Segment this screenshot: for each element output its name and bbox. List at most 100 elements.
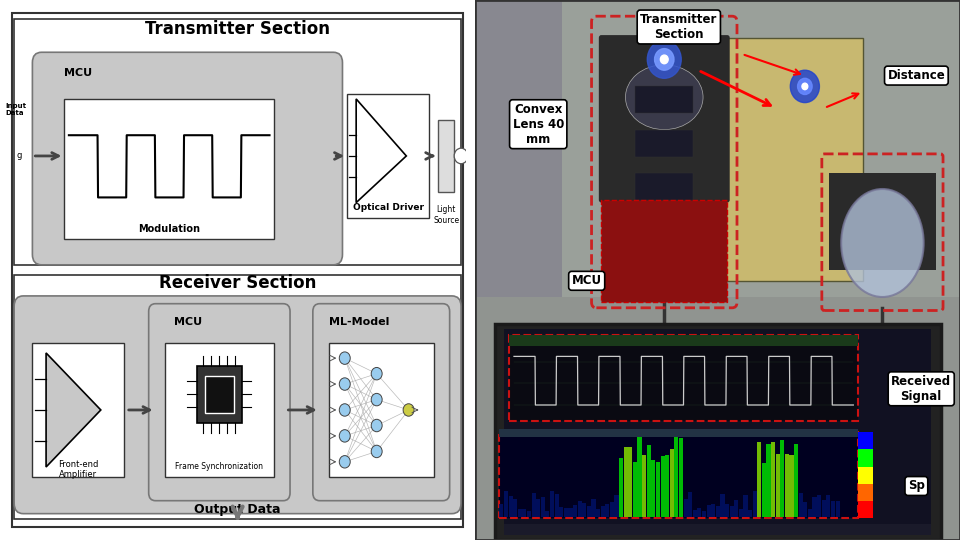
- Bar: [527, 511, 531, 517]
- Bar: [707, 505, 710, 517]
- Circle shape: [660, 55, 668, 64]
- FancyBboxPatch shape: [499, 429, 858, 437]
- FancyBboxPatch shape: [599, 35, 730, 202]
- Circle shape: [339, 404, 350, 416]
- Bar: [550, 491, 554, 517]
- Bar: [794, 444, 798, 517]
- Text: Optical Driver: Optical Driver: [352, 203, 423, 212]
- Bar: [651, 460, 656, 517]
- FancyBboxPatch shape: [504, 329, 931, 535]
- Bar: [532, 493, 536, 517]
- Bar: [688, 492, 692, 517]
- Ellipse shape: [841, 189, 924, 297]
- Bar: [633, 462, 637, 517]
- Text: Input
Data: Input Data: [5, 103, 26, 116]
- Circle shape: [403, 404, 414, 416]
- Bar: [605, 504, 610, 517]
- FancyBboxPatch shape: [14, 275, 461, 519]
- Bar: [753, 491, 756, 517]
- Bar: [757, 442, 761, 517]
- Bar: [748, 510, 752, 517]
- Text: Front-end
Amplifier: Front-end Amplifier: [58, 460, 98, 480]
- Bar: [711, 503, 715, 517]
- Bar: [739, 509, 743, 517]
- Bar: [725, 504, 729, 517]
- FancyBboxPatch shape: [64, 99, 275, 239]
- Bar: [555, 494, 559, 517]
- FancyBboxPatch shape: [14, 18, 461, 265]
- FancyBboxPatch shape: [475, 297, 960, 540]
- Bar: [573, 505, 577, 517]
- Bar: [780, 440, 784, 517]
- Text: MCU: MCU: [174, 317, 202, 327]
- Bar: [499, 504, 503, 517]
- Bar: [559, 508, 564, 517]
- FancyBboxPatch shape: [829, 173, 936, 270]
- Bar: [789, 455, 794, 517]
- Bar: [514, 499, 517, 517]
- Bar: [693, 510, 697, 517]
- Bar: [697, 508, 702, 517]
- Circle shape: [454, 148, 468, 164]
- Bar: [656, 462, 660, 517]
- Bar: [647, 445, 651, 517]
- Bar: [642, 455, 646, 517]
- Bar: [619, 458, 623, 517]
- FancyBboxPatch shape: [149, 303, 290, 501]
- FancyBboxPatch shape: [33, 52, 343, 265]
- Ellipse shape: [626, 65, 703, 130]
- Circle shape: [372, 367, 382, 380]
- Ellipse shape: [470, 133, 489, 179]
- Bar: [827, 495, 830, 517]
- Bar: [702, 511, 707, 517]
- Text: Distance: Distance: [887, 69, 946, 82]
- FancyBboxPatch shape: [858, 467, 873, 484]
- Text: Received
Signal: Received Signal: [891, 375, 951, 403]
- Circle shape: [372, 445, 382, 458]
- FancyBboxPatch shape: [165, 342, 275, 477]
- Bar: [578, 501, 582, 517]
- Bar: [799, 493, 803, 517]
- Circle shape: [372, 393, 382, 406]
- Bar: [743, 495, 748, 517]
- Bar: [522, 509, 526, 517]
- Bar: [564, 508, 568, 517]
- Bar: [684, 499, 687, 517]
- Bar: [831, 501, 835, 517]
- Bar: [771, 442, 775, 517]
- FancyBboxPatch shape: [475, 0, 960, 297]
- Polygon shape: [46, 353, 101, 467]
- Circle shape: [798, 78, 812, 94]
- Text: Receiver Section: Receiver Section: [159, 274, 316, 292]
- Bar: [660, 456, 664, 517]
- FancyBboxPatch shape: [693, 38, 863, 281]
- Bar: [628, 447, 633, 517]
- Circle shape: [339, 430, 350, 442]
- Bar: [504, 491, 508, 517]
- FancyBboxPatch shape: [636, 173, 693, 200]
- Bar: [637, 437, 641, 517]
- Bar: [624, 447, 628, 517]
- FancyBboxPatch shape: [509, 335, 858, 421]
- Bar: [812, 496, 817, 517]
- Bar: [596, 509, 600, 517]
- Circle shape: [802, 83, 807, 90]
- Bar: [591, 499, 595, 517]
- Bar: [517, 509, 522, 517]
- FancyBboxPatch shape: [858, 432, 873, 518]
- Text: Transmitter Section: Transmitter Section: [145, 20, 330, 38]
- FancyBboxPatch shape: [204, 376, 234, 413]
- Text: Output Data: Output Data: [194, 503, 281, 516]
- Bar: [670, 449, 674, 517]
- FancyBboxPatch shape: [499, 432, 858, 518]
- Bar: [762, 463, 766, 517]
- Text: Sp: Sp: [908, 480, 924, 492]
- FancyBboxPatch shape: [858, 449, 873, 467]
- Bar: [537, 499, 540, 517]
- Bar: [804, 502, 807, 517]
- Circle shape: [339, 456, 350, 468]
- Bar: [785, 454, 789, 517]
- FancyBboxPatch shape: [494, 324, 941, 540]
- Bar: [817, 496, 821, 517]
- Bar: [587, 505, 591, 517]
